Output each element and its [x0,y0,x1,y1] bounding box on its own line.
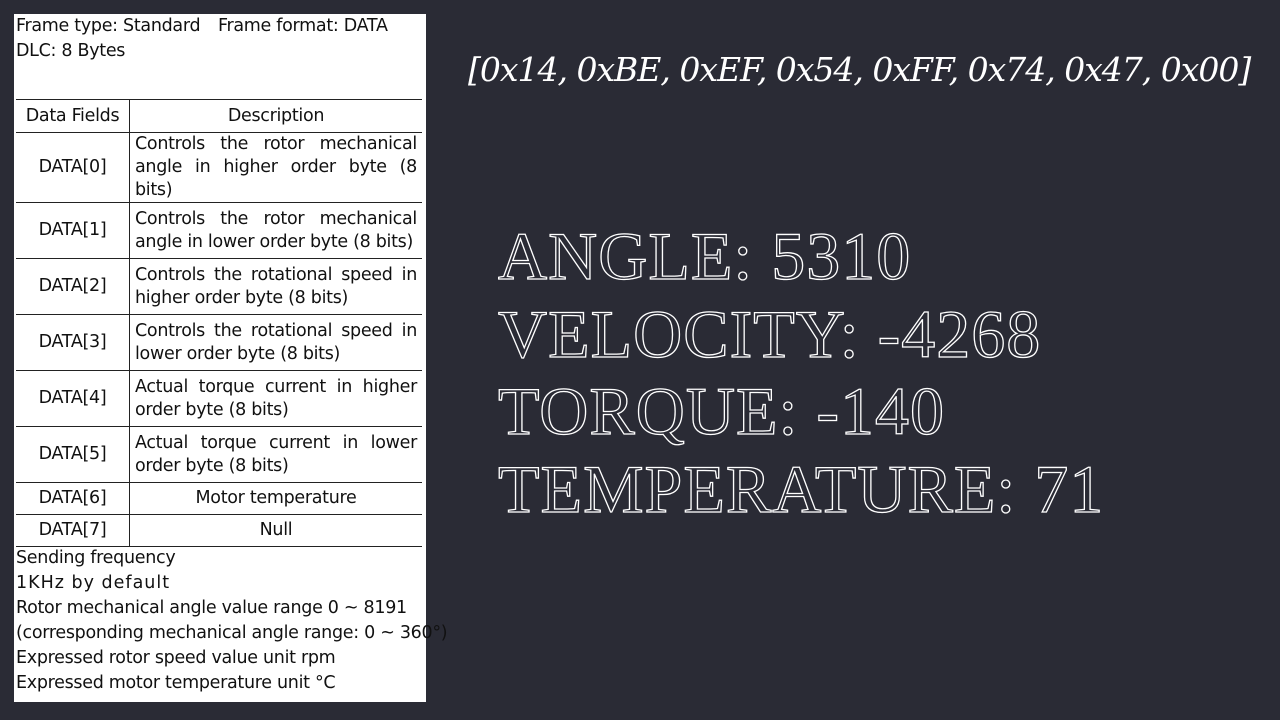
field-cell: DATA[6] [16,482,130,515]
field-cell: DATA[0] [16,132,130,203]
field-cell: DATA[4] [16,370,130,427]
description-cell: Null [129,514,422,547]
byte-array: [0x14, 0xBE, 0xEF, 0x54, 0xFF, 0x74, 0x4… [468,50,1251,89]
readout-line: TEMPERATURE: 71 [497,450,1105,527]
description-cell: Controls the rotational speed in lower o… [129,314,422,371]
description-cell: Motor temperature [129,482,422,515]
table-row: DATA[4] Actual torque current in higher o… [16,370,422,427]
notes: Sending frequency 1KHz by default Rotor me… [16,546,448,696]
readouts: ANGLE: 5310 VELOCITY: -4268 TORQUE: -140 TE… [497,217,1105,528]
frame-format: Frame format: DATA [218,16,388,36]
note-line: 1KHz by default [16,573,171,593]
column-header: Data Fields [16,99,130,133]
spec-document: Frame type: Standard Frame format: DATA … [14,14,448,702]
field-cell: DATA[1] [16,202,130,259]
table-row: DATA[0] Controls the rotor mechanical ang… [16,132,422,203]
dlc: DLC: 8 Bytes [16,41,126,61]
field-cell: DATA[3] [16,314,130,371]
description-cell: Controls the rotor mechanical angle in h… [129,132,422,203]
note-line: Rotor mechanical angle value range 0 ~ 8… [16,598,407,618]
field-cell: DATA[5] [16,426,130,483]
description-cell: Actual torque current in lower order byt… [129,426,422,483]
table-row: DATA[7] Null [16,514,422,547]
column-header: Description [129,99,422,133]
note-line: Expressed rotor speed value unit rpm [16,648,336,668]
note-line: (corresponding mechanical angle range: 0… [16,623,448,643]
readout-line: VELOCITY: -4268 [497,295,1042,372]
data-table: Data Fields Description DATA[0] Controls … [16,99,422,547]
table-row: DATA[2] Controls the rotational speed in … [16,258,422,315]
table-row: DATA[1] Controls the rotor mechanical ang… [16,202,422,259]
description-cell: Actual torque current in higher order by… [129,370,422,427]
readout-line: ANGLE: 5310 [497,217,912,294]
field-cell: DATA[2] [16,258,130,315]
frame-type: Frame type: Standard [16,16,201,36]
note-line: Expressed motor temperature unit °C [16,673,336,693]
table-row: DATA[6] Motor temperature [16,482,422,515]
description-cell: Controls the rotor mechanical angle in l… [129,202,422,259]
note-line: Sending frequency [16,548,176,568]
table-row: DATA[3] Controls the rotational speed in … [16,314,422,371]
readout-line: TORQUE: -140 [497,372,946,449]
description-cell: Controls the rotational speed in higher … [129,258,422,315]
field-cell: DATA[7] [16,514,130,547]
table-row: DATA[5] Actual torque current in lower or… [16,426,422,483]
